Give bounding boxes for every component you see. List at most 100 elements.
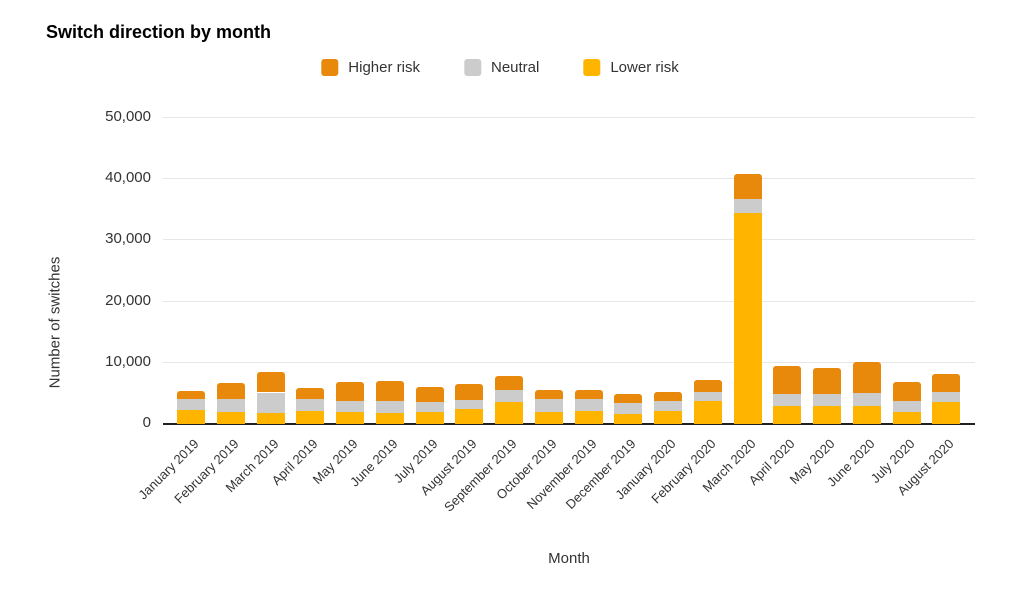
bar-segment-higher-risk[interactable] xyxy=(574,390,603,399)
x-axis-title: Month xyxy=(548,550,590,567)
bar-segment-lower-risk[interactable] xyxy=(415,412,444,424)
y-axis-tick-label: 30,000 xyxy=(105,230,151,248)
bar-february-2019 xyxy=(216,118,245,424)
bar-december-2019 xyxy=(614,118,643,424)
bar-segment-neutral[interactable] xyxy=(614,402,643,414)
bar-segment-higher-risk[interactable] xyxy=(495,376,524,390)
bar-march-2019 xyxy=(256,118,285,424)
bar-segment-lower-risk[interactable] xyxy=(614,413,643,424)
legend-label-higher-risk: Higher risk xyxy=(348,59,420,76)
bar-segment-higher-risk[interactable] xyxy=(813,368,842,395)
bar-august-2019 xyxy=(455,118,484,424)
y-axis-tick-label: 0 xyxy=(142,414,151,431)
legend-item-neutral[interactable]: Neutral xyxy=(463,59,540,76)
plot-area xyxy=(163,117,975,425)
bar-segment-lower-risk[interactable] xyxy=(693,401,722,424)
bar-segment-neutral[interactable] xyxy=(415,402,444,413)
bar-segment-lower-risk[interactable] xyxy=(336,412,365,424)
bar-segment-neutral[interactable] xyxy=(892,400,921,413)
bar-october-2019 xyxy=(534,118,563,424)
bar-segment-lower-risk[interactable] xyxy=(455,409,484,424)
bar-segment-neutral[interactable] xyxy=(495,389,524,402)
bar-segment-higher-risk[interactable] xyxy=(336,381,365,402)
bar-segment-lower-risk[interactable] xyxy=(932,401,961,424)
legend-item-higher-risk[interactable]: Higher risk xyxy=(321,59,420,76)
y-axis-tick-label: 40,000 xyxy=(105,169,151,187)
legend-item-lower-risk[interactable]: Lower risk xyxy=(583,59,679,76)
bar-may-2020 xyxy=(813,118,842,424)
bar-segment-higher-risk[interactable] xyxy=(892,381,921,401)
bar-segment-neutral[interactable] xyxy=(813,394,842,406)
y-axis-tick-label: 20,000 xyxy=(105,291,151,309)
bar-segment-neutral[interactable] xyxy=(177,398,205,410)
bar-segment-lower-risk[interactable] xyxy=(177,409,205,424)
bar-segment-neutral[interactable] xyxy=(773,394,802,406)
y-axis-tick-label: 50,000 xyxy=(105,108,151,125)
bar-segment-higher-risk[interactable] xyxy=(415,386,444,403)
bar-segment-neutral[interactable] xyxy=(216,398,245,413)
bar-segment-neutral[interactable] xyxy=(256,392,285,414)
bar-segment-lower-risk[interactable] xyxy=(495,401,524,424)
bar-january-2020 xyxy=(654,118,683,424)
lower-risk-swatch-icon xyxy=(583,59,601,76)
bar-segment-neutral[interactable] xyxy=(852,393,881,406)
bar-september-2019 xyxy=(495,118,524,424)
bar-segment-higher-risk[interactable] xyxy=(852,361,881,394)
bar-segment-higher-risk[interactable] xyxy=(534,390,563,399)
bar-segment-lower-risk[interactable] xyxy=(852,405,881,424)
bar-segment-lower-risk[interactable] xyxy=(654,411,683,424)
x-axis-line xyxy=(163,423,975,425)
bar-segment-higher-risk[interactable] xyxy=(455,384,484,400)
bar-segment-lower-risk[interactable] xyxy=(773,405,802,424)
legend-label-lower-risk: Lower risk xyxy=(610,59,679,76)
bar-segment-neutral[interactable] xyxy=(693,392,722,402)
bar-segment-neutral[interactable] xyxy=(534,398,563,413)
bar-segment-higher-risk[interactable] xyxy=(614,393,643,403)
bar-segment-higher-risk[interactable] xyxy=(932,374,961,393)
bar-segment-lower-risk[interactable] xyxy=(256,413,285,424)
bar-segment-neutral[interactable] xyxy=(733,199,762,214)
gridline xyxy=(163,178,975,180)
bar-segment-lower-risk[interactable] xyxy=(296,411,325,424)
bar-segment-neutral[interactable] xyxy=(574,398,603,412)
bar-june-2019 xyxy=(375,118,404,424)
bar-segment-higher-risk[interactable] xyxy=(693,379,722,393)
y-axis: 0 10,000 20,000 30,000 40,000 50,000 xyxy=(0,0,151,440)
bar-segment-lower-risk[interactable] xyxy=(813,405,842,424)
bar-segment-lower-risk[interactable] xyxy=(375,412,404,424)
bar-april-2020 xyxy=(773,118,802,424)
bar-march-2020 xyxy=(733,118,762,424)
bar-june-2020 xyxy=(852,118,881,424)
chart-title: Switch direction by month xyxy=(46,22,272,42)
bar-segment-higher-risk[interactable] xyxy=(256,372,285,393)
gridline xyxy=(163,117,975,118)
bar-segment-lower-risk[interactable] xyxy=(733,213,762,424)
bar-august-2020 xyxy=(932,118,961,424)
bar-segment-neutral[interactable] xyxy=(455,399,484,410)
bar-april-2019 xyxy=(296,118,325,424)
bar-segment-neutral[interactable] xyxy=(932,392,961,402)
gridline xyxy=(163,239,975,241)
bar-segment-lower-risk[interactable] xyxy=(574,411,603,424)
bar-segment-higher-risk[interactable] xyxy=(296,387,325,400)
bar-segment-neutral[interactable] xyxy=(375,401,404,413)
legend-label-neutral: Neutral xyxy=(490,59,540,76)
bar-july-2020 xyxy=(892,118,921,424)
bar-segment-higher-risk[interactable] xyxy=(375,380,404,402)
bar-segment-neutral[interactable] xyxy=(654,401,683,412)
gridline xyxy=(163,300,975,302)
bar-segment-neutral[interactable] xyxy=(336,401,365,413)
bar-segment-lower-risk[interactable] xyxy=(892,412,921,424)
bar-segment-neutral[interactable] xyxy=(296,399,325,412)
bar-segment-lower-risk[interactable] xyxy=(534,412,563,424)
gridline xyxy=(163,361,975,363)
bar-segment-higher-risk[interactable] xyxy=(733,174,762,200)
bar-segment-higher-risk[interactable] xyxy=(773,366,802,395)
bar-segment-higher-risk[interactable] xyxy=(654,391,683,402)
bar-july-2019 xyxy=(415,118,444,424)
bar-segment-higher-risk[interactable] xyxy=(177,390,205,399)
bar-segment-higher-risk[interactable] xyxy=(216,383,245,399)
bar-segment-lower-risk[interactable] xyxy=(216,412,245,424)
legend: Higher risk Neutral Lower risk xyxy=(321,59,679,76)
